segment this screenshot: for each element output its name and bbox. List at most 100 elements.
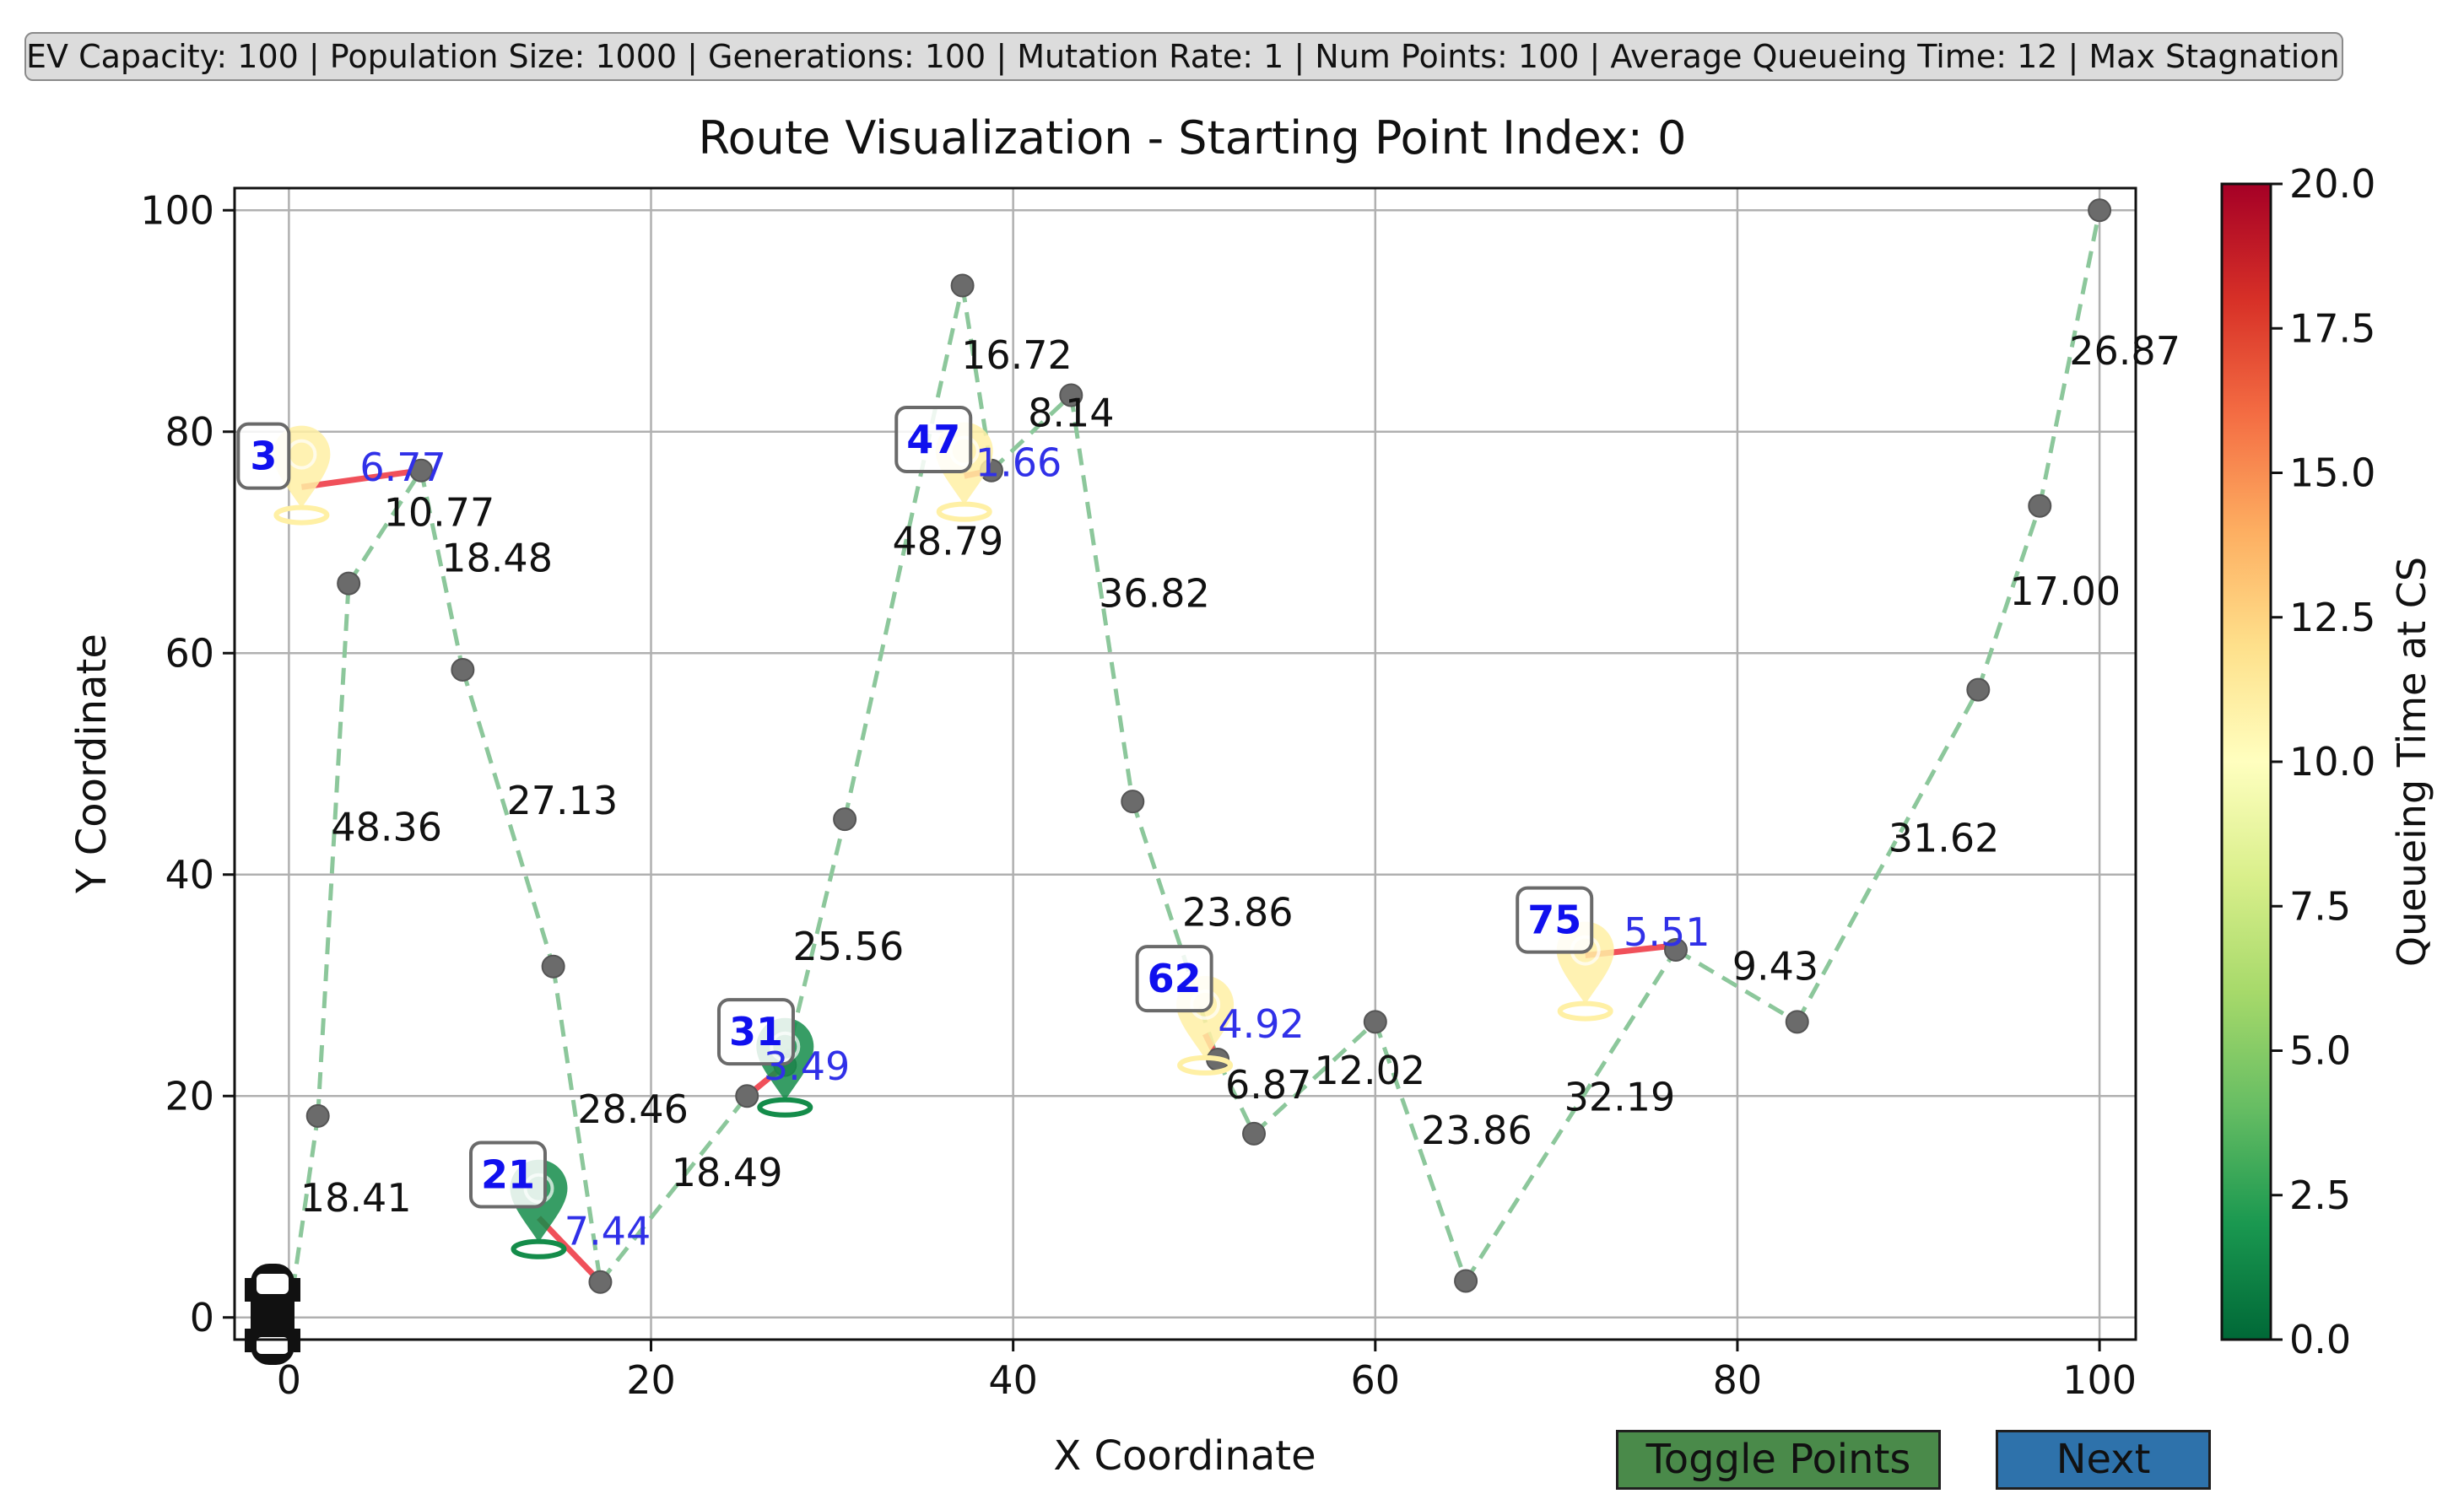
segment-distance-label: 32.19 [1564, 1075, 1676, 1120]
route-segment [1795, 688, 1980, 1023]
route-point [588, 1270, 613, 1294]
segment-distance-label: 23.86 [1421, 1108, 1532, 1153]
segment-distance-label: 18.49 [672, 1150, 783, 1195]
station-distance-label: 6.77 [359, 445, 446, 490]
x-axis-label: X Coordinate [1053, 1432, 1316, 1480]
route-point [1059, 383, 1083, 407]
colorbar-tick-label: 10.0 [2289, 739, 2375, 785]
segment-distance-label: 10.77 [384, 490, 495, 536]
colorbar-label: Queueing Time at CS [2389, 557, 2434, 967]
station-id-label: 21 [481, 1151, 535, 1197]
segment-distance-label: 26.87 [2069, 328, 2180, 374]
segment-distance-label: 23.86 [1182, 889, 1294, 935]
pin-base [273, 504, 330, 526]
route-point [1121, 790, 1145, 814]
route-segment [1068, 395, 1135, 802]
segment-distance-label: 12.02 [1315, 1048, 1426, 1093]
station-id-box [1135, 945, 1213, 1013]
segment-distance-label: 8.14 [1028, 390, 1114, 435]
toggle-points-button[interactable]: Toggle Points [1616, 1430, 1941, 1490]
station-distance-label: 7.44 [565, 1208, 651, 1254]
pin-base [757, 1097, 813, 1118]
route-segment [842, 284, 965, 820]
plot-frame [233, 186, 2137, 1341]
route-segment [1674, 947, 1799, 1024]
station-id-label: 62 [1148, 956, 1202, 1001]
colorbar-tick-label: 7.5 [2289, 883, 2351, 929]
y-tick-label: 40 [165, 852, 214, 898]
route-point [451, 657, 475, 682]
y-tick-label: 20 [165, 1073, 214, 1119]
pin-base [936, 501, 992, 522]
charge-detour-line [536, 1216, 602, 1285]
station-id-box [894, 405, 973, 473]
segment-distance-label: 27.13 [507, 778, 619, 823]
station-id-box [469, 1141, 548, 1209]
segment-distance-label: 48.36 [331, 804, 442, 849]
chart-title: Route Visualization - Starting Point Ind… [698, 111, 1686, 164]
colorbar-tick-label: 2.5 [2289, 1173, 2351, 1218]
y-axis-label: Y Coordinate [68, 634, 116, 894]
y-tick-label: 100 [140, 187, 214, 233]
route-point [305, 1103, 330, 1128]
route-segment [316, 583, 351, 1117]
next-button[interactable]: Next [1996, 1430, 2211, 1490]
route-segment [960, 285, 994, 472]
route-segment [2037, 209, 2102, 507]
route-point [2088, 198, 2112, 223]
y-tick-label: 0 [190, 1295, 214, 1340]
route-segment [1975, 504, 2042, 691]
route-point [2028, 493, 2052, 518]
route-segment [990, 393, 1073, 472]
segment-distance-label: 18.41 [300, 1175, 412, 1221]
route-point [541, 954, 565, 979]
x-tick-label: 60 [1351, 1357, 1401, 1403]
parameters-bar: EV Capacity: 100 | Population Size: 1000… [24, 32, 2343, 81]
pin-base [511, 1238, 567, 1259]
x-tick-label: 100 [2062, 1357, 2137, 1403]
station-id-box [716, 998, 795, 1066]
route-segment [419, 470, 465, 671]
route-points [305, 198, 2112, 1294]
colorbar-tick-label: 0.0 [2289, 1317, 2351, 1362]
segment-distance-label: 18.48 [441, 535, 553, 580]
route-point [337, 571, 361, 596]
route-point [950, 273, 975, 298]
station-distance-label: 1.66 [975, 440, 1062, 486]
station-id-label: 47 [906, 417, 960, 462]
axes-ticks: 0 20 40 60 80 100 0 20 40 60 80 100 [140, 187, 2137, 1403]
station-distance-label: 5.51 [1624, 909, 1710, 955]
route-point [1785, 1010, 1809, 1034]
route-point [1966, 677, 1991, 702]
x-tick-label: 0 [277, 1357, 301, 1403]
station-id-label: 31 [729, 1009, 783, 1054]
segment-distance-label: 28.46 [577, 1087, 689, 1132]
station-id-box [1516, 886, 1594, 954]
route-point [1454, 1269, 1478, 1293]
segment-distance-label: 17.00 [2009, 569, 2121, 614]
charge-detour-line [300, 467, 422, 490]
segment-distance-label: 31.62 [1889, 815, 2000, 860]
route-point [1242, 1121, 1267, 1146]
colorbar: 0.0 2.5 5.0 7.5 10.0 12.5 15.0 17.5 20.0 [2220, 161, 2375, 1362]
colorbar-gradient [2220, 182, 2272, 1341]
segment-distance-label: 36.82 [1099, 570, 1210, 616]
route-segment [1373, 1021, 1468, 1282]
colorbar-tick-label: 5.0 [2289, 1028, 2351, 1074]
route-point [1663, 938, 1688, 962]
segment-distance-label: 25.56 [793, 924, 905, 969]
grid [235, 188, 2136, 1340]
charging-stations: 3 6.77 21 7.44 313.49 47 1.66 62 4.92 75 5.51 [236, 405, 1710, 1259]
y-tick-label: 80 [165, 409, 214, 455]
colorbar-tick-label: 17.5 [2289, 305, 2375, 351]
x-tick-label: 40 [988, 1357, 1038, 1403]
colorbar-tick-label: 12.5 [2289, 595, 2375, 640]
station-distance-label: 4.92 [1218, 1001, 1304, 1047]
car-icon [245, 1264, 300, 1365]
route-segment [347, 469, 424, 585]
route-point [833, 807, 857, 832]
segment-distance-label: 9.43 [1732, 944, 1818, 990]
station-id-label: 75 [1527, 898, 1581, 943]
